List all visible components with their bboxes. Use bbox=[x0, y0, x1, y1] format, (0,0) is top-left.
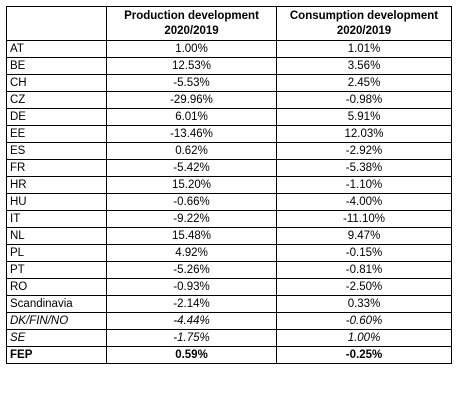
country-cell: PL bbox=[6, 244, 107, 262]
table-row: HU -0.66% -4.00% bbox=[6, 193, 452, 211]
production-cell: 6.01% bbox=[106, 108, 277, 126]
table-row: DE 6.01% 5.91% bbox=[6, 108, 452, 126]
table-row: RO -0.93% -2.50% bbox=[6, 278, 452, 296]
production-cell: 15.20% bbox=[106, 176, 277, 194]
table-row: CH -5.53% 2.45% bbox=[6, 74, 452, 92]
table-row: Scandinavia -2.14% 0.33% bbox=[6, 295, 452, 313]
country-cell: HU bbox=[6, 193, 107, 211]
header-production-title: Production development bbox=[124, 9, 259, 22]
header-consumption-title: Consumption development bbox=[289, 9, 439, 22]
production-cell: -29.96% bbox=[106, 91, 277, 109]
production-cell: -2.14% bbox=[106, 295, 277, 313]
country-cell: SE bbox=[6, 329, 107, 347]
production-cell: -5.26% bbox=[106, 261, 277, 279]
header-empty bbox=[6, 6, 107, 41]
consumption-cell: -0.60% bbox=[276, 312, 452, 330]
country-cell: FEP bbox=[6, 346, 107, 364]
consumption-cell: -0.25% bbox=[276, 346, 452, 364]
consumption-cell: 1.00% bbox=[276, 329, 452, 347]
table-row: ES 0.62% -2.92% bbox=[6, 142, 452, 160]
consumption-cell: -0.98% bbox=[276, 91, 452, 109]
country-cell: IT bbox=[6, 210, 107, 228]
development-table: Production development 2020/2019 Consump… bbox=[6, 6, 452, 364]
production-cell: -5.53% bbox=[106, 74, 277, 92]
country-cell: BE bbox=[6, 57, 107, 75]
header-production: Production development 2020/2019 bbox=[106, 6, 277, 41]
table-row: IT -9.22% -11.10% bbox=[6, 210, 452, 228]
production-cell: 4.92% bbox=[106, 244, 277, 262]
table-row: NL 15.48% 9.47% bbox=[6, 227, 452, 245]
consumption-cell: -0.81% bbox=[276, 261, 452, 279]
production-cell: 1.00% bbox=[106, 40, 277, 58]
country-cell: RO bbox=[6, 278, 107, 296]
table-row: FEP 0.59% -0.25% bbox=[6, 346, 452, 364]
consumption-cell: 5.91% bbox=[276, 108, 452, 126]
country-cell: PT bbox=[6, 261, 107, 279]
production-cell: 15.48% bbox=[106, 227, 277, 245]
production-cell: 12.53% bbox=[106, 57, 277, 75]
table-row: SE -1.75% 1.00% bbox=[6, 329, 452, 347]
production-cell: -5.42% bbox=[106, 159, 277, 177]
consumption-cell: 0.33% bbox=[276, 295, 452, 313]
table-row: PL 4.92% -0.15% bbox=[6, 244, 452, 262]
consumption-cell: 2.45% bbox=[276, 74, 452, 92]
consumption-cell: -0.15% bbox=[276, 244, 452, 262]
table-row: BE 12.53% 3.56% bbox=[6, 57, 452, 75]
production-cell: -4.44% bbox=[106, 312, 277, 330]
country-cell: AT bbox=[6, 40, 107, 58]
consumption-cell: 1.01% bbox=[276, 40, 452, 58]
consumption-cell: -2.50% bbox=[276, 278, 452, 296]
country-cell: DE bbox=[6, 108, 107, 126]
country-cell: ES bbox=[6, 142, 107, 160]
table-row: EE -13.46% 12.03% bbox=[6, 125, 452, 143]
country-cell: Scandinavia bbox=[6, 295, 107, 313]
table-row: HR 15.20% -1.10% bbox=[6, 176, 452, 194]
country-cell: DK/FIN/NO bbox=[6, 312, 107, 330]
production-cell: -13.46% bbox=[106, 125, 277, 143]
consumption-cell: 12.03% bbox=[276, 125, 452, 143]
production-cell: -0.66% bbox=[106, 193, 277, 211]
consumption-cell: -11.10% bbox=[276, 210, 452, 228]
country-cell: EE bbox=[6, 125, 107, 143]
country-cell: FR bbox=[6, 159, 107, 177]
production-cell: 0.62% bbox=[106, 142, 277, 160]
table-row: PT -5.26% -0.81% bbox=[6, 261, 452, 279]
consumption-cell: 3.56% bbox=[276, 57, 452, 75]
consumption-cell: -1.10% bbox=[276, 176, 452, 194]
table-row: FR -5.42% -5.38% bbox=[6, 159, 452, 177]
country-cell: NL bbox=[6, 227, 107, 245]
consumption-cell: -4.00% bbox=[276, 193, 452, 211]
header-consumption: Consumption development 2020/2019 bbox=[276, 6, 452, 41]
country-cell: CH bbox=[6, 74, 107, 92]
production-cell: -9.22% bbox=[106, 210, 277, 228]
table-row: DK/FIN/NO -4.44% -0.60% bbox=[6, 312, 452, 330]
country-cell: CZ bbox=[6, 91, 107, 109]
header-production-period: 2020/2019 bbox=[164, 24, 219, 37]
production-cell: -1.75% bbox=[106, 329, 277, 347]
table-body: AT 1.00% 1.01% BE 12.53% 3.56% CH -5.53% 2.45% CZ… bbox=[6, 40, 452, 364]
consumption-cell: -5.38% bbox=[276, 159, 452, 177]
production-cell: -0.93% bbox=[106, 278, 277, 296]
consumption-cell: -2.92% bbox=[276, 142, 452, 160]
header-row: Production development 2020/2019 Consump… bbox=[6, 6, 452, 41]
table-row: CZ -29.96% -0.98% bbox=[6, 91, 452, 109]
header-consumption-period: 2020/2019 bbox=[336, 24, 392, 37]
consumption-cell: 9.47% bbox=[276, 227, 452, 245]
country-cell: HR bbox=[6, 176, 107, 194]
production-cell: 0.59% bbox=[106, 346, 277, 364]
table-row: AT 1.00% 1.01% bbox=[6, 40, 452, 58]
